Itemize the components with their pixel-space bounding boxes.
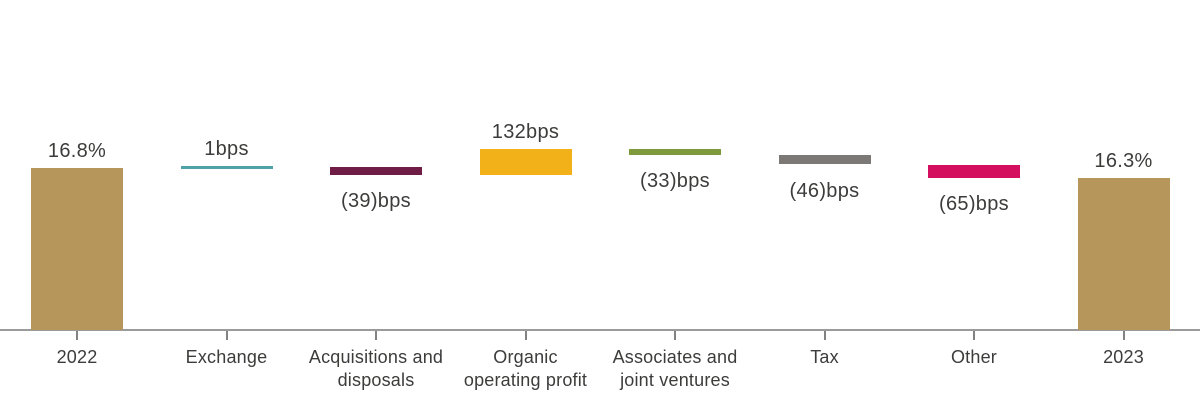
category-label-tax: Tax [740,346,910,369]
axis-tick-tax [823,331,826,340]
category-label-2023: 2023 [1039,346,1200,369]
category-label-line: Associates and [612,347,738,367]
category-label-exchange: Exchange [142,346,312,369]
value-label-organic-operating-profit: 132bps [491,120,560,143]
bar-associates-and-joint-ventures [629,148,721,156]
value-label-associates-and-joint-ventures: (33)bps [640,170,710,193]
axis-tick-associates-and-joint-ventures [674,331,676,340]
category-label-organic-operating-profit: Organic operating profit [441,346,611,392]
category-label-line: Acquisitions and [308,347,444,367]
category-label-line: Other [950,347,998,367]
category-label-line: disposals [337,370,415,390]
category-label-line: operating profit [463,370,588,390]
bar-acquisitions-and-disposals [330,167,422,176]
category-label-line: Tax [810,347,839,367]
category-label-line: 2022 [56,347,98,367]
category-label-2022: 2022 [0,346,162,369]
category-label-other: Other [889,346,1059,369]
category-label-line: Organic [493,347,558,367]
bar-2022 [31,167,123,330]
bar-other [928,164,1020,178]
axis-tick-acquisitions-and-disposals [375,331,377,340]
x-axis-line [0,329,1200,331]
value-label-other: (65)bps [939,192,1009,215]
category-label-line: joint ventures [620,370,730,390]
axis-tick-2023 [1122,331,1125,340]
axis-tick-other [973,331,975,340]
value-label-2023: 16.3% [1094,149,1153,172]
value-label-acquisitions-and-disposals: (39)bps [341,190,411,213]
bar-organic-operating-profit [479,148,572,176]
bar-tax [778,155,871,165]
bar-exchange [180,165,273,169]
axis-tick-2022 [76,331,78,340]
bar-2023 [1077,177,1170,330]
value-label-2022: 16.8% [47,139,107,162]
axis-tick-organic-operating-profit [524,331,527,340]
category-label-acquisitions-and-disposals: Acquisitions and disposals [291,346,461,392]
value-label-exchange: 1bps [204,137,249,160]
axis-tick-exchange [225,331,228,340]
category-label-line: 2023 [1103,347,1144,367]
category-label-line: Exchange [185,347,268,367]
category-label-associates-and-joint-ventures: Associates and joint ventures [590,346,760,392]
value-label-tax: (46)bps [789,179,860,202]
